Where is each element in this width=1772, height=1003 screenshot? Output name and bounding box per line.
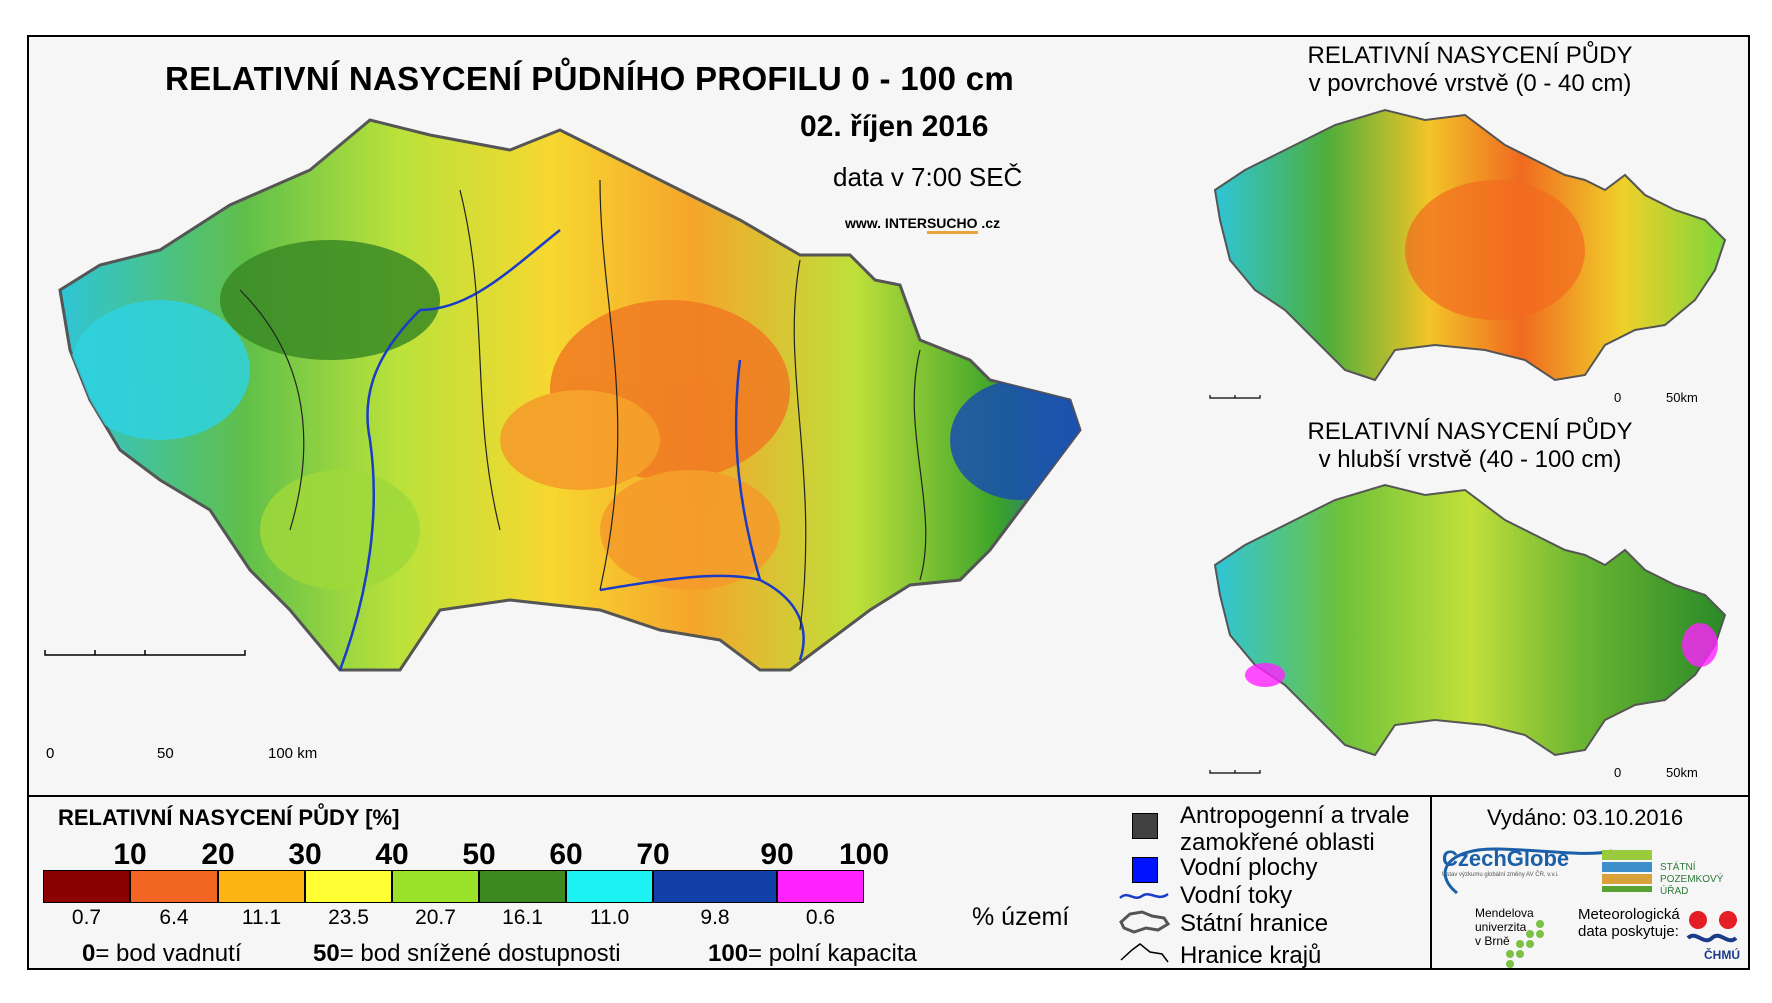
legend-def-100: 100= polní kapacita (708, 940, 917, 967)
river-line-icon (1119, 892, 1169, 899)
legend-threshold-70: 70 (636, 838, 670, 871)
map-title: RELATIVNÍ NASYCENÍ PŮDNÍHO PROFILU 0 - 1… (165, 60, 1015, 97)
inset-deep-scale-0: 0 (1614, 765, 1622, 780)
legend-def-50: 50= bod snížené dostupnosti (313, 940, 621, 967)
legend-threshold-30: 30 (288, 838, 322, 871)
legend-class-1 (130, 870, 218, 903)
legend-class-pct-1: 6.4 (159, 906, 189, 929)
legend-threshold-40: 40 (375, 838, 409, 871)
chmu-logo: ČHMÚ (1704, 948, 1740, 962)
anthro-swatch (1132, 813, 1158, 839)
main-scale-50: 50 (157, 745, 174, 762)
map-time: data v 7:00 SEČ (833, 162, 1023, 192)
czechglobe-logo: CzechGlobe Ústav výzkumu globální změny A… (1442, 846, 1570, 878)
mendel-logo: Mendelova univerzita v Brně (1475, 906, 1534, 948)
legend-threshold-50: 50 (462, 838, 496, 871)
mendel-dots-icon (1506, 920, 1544, 968)
inset-surface-title: RELATIVNÍ NASYCENÍ PŮDY v povrchové vrstv… (1307, 42, 1633, 97)
inset-deep-map (1209, 483, 1727, 774)
legend-class-pct-2: 11.1 (241, 906, 282, 929)
website-link[interactable]: www. INTERSUCHO .cz (845, 215, 1000, 234)
legend-class-7 (653, 870, 777, 903)
main-scale-100: 100 km (268, 745, 318, 762)
legend-anthro: Antropogenní a trvale zamokřené oblasti (1180, 802, 1410, 856)
water-swatch (1132, 857, 1158, 883)
inset-surface-scale-0: 0 (1614, 390, 1622, 405)
legend-threshold-20: 20 (201, 838, 235, 871)
legend-class-pct-8: 0.6 (805, 906, 836, 929)
region-border-icon (1120, 943, 1169, 963)
legend-class-0 (43, 870, 130, 903)
inset-deep-scale-50: 50km (1666, 765, 1698, 780)
legend-class-pct-4: 20.7 (415, 906, 456, 929)
inset-deep-title: RELATIVNÍ NASYCENÍ PŮDY v hlubší vrstvě (… (1307, 418, 1633, 473)
legend-class-3 (305, 870, 392, 903)
legend-class-pct-5: 16.1 (502, 906, 543, 929)
legend-class-pct-0: 0.7 (71, 906, 102, 929)
legend-water: Vodní plochy (1180, 854, 1318, 881)
legend-class-4 (392, 870, 479, 903)
met-data-credit: Meteorologická data poskytuje: (1578, 906, 1680, 940)
inset-surface-map (1209, 108, 1727, 399)
legend-threshold-60: 60 (549, 838, 583, 871)
legend-divider (27, 795, 1750, 797)
issued-date: Vydáno: 03.10.2016 (1487, 805, 1684, 830)
legend-class-8 (777, 870, 864, 903)
inset-surface-scale-50: 50km (1666, 390, 1698, 405)
state-border-icon (1119, 910, 1170, 934)
legend-threshold-10: 10 (113, 838, 147, 871)
legend-def-0: 0= bod vadnutí (82, 940, 242, 967)
map-date: 02. říjen 2016 (800, 110, 989, 143)
main-map (44, 118, 1082, 672)
legend-threshold-100: 100 (838, 838, 890, 871)
legend-class-pct-3: 23.5 (328, 906, 369, 929)
main-scale-0: 0 (46, 745, 55, 762)
czechglobe-swoosh-icon (1443, 847, 1613, 895)
legend-threshold-90: 90 (760, 838, 794, 871)
legend-class-6 (566, 870, 653, 903)
credits-divider (1430, 795, 1432, 970)
legend-title: RELATIVNÍ NASYCENÍ PŮDY [%] (58, 805, 400, 830)
legend-rivers: Vodní toky (1180, 882, 1293, 909)
legend-class-5 (479, 870, 566, 903)
spu-logo: STÁTNÍ POZEMKOVÝ ÚŘAD (1660, 862, 1724, 897)
spu-logo-icon (1602, 850, 1652, 892)
legend-class-pct-7: 9.8 (700, 906, 730, 929)
legend-state: Státní hranice (1180, 910, 1329, 937)
legend-class-2 (218, 870, 305, 903)
legend-class-pct-6: 11.0 (589, 906, 630, 929)
legend-regions: Hranice krajů (1180, 942, 1322, 969)
legend-pct-unit: % území (972, 903, 1070, 931)
chmu-logo-icon (1686, 911, 1738, 943)
